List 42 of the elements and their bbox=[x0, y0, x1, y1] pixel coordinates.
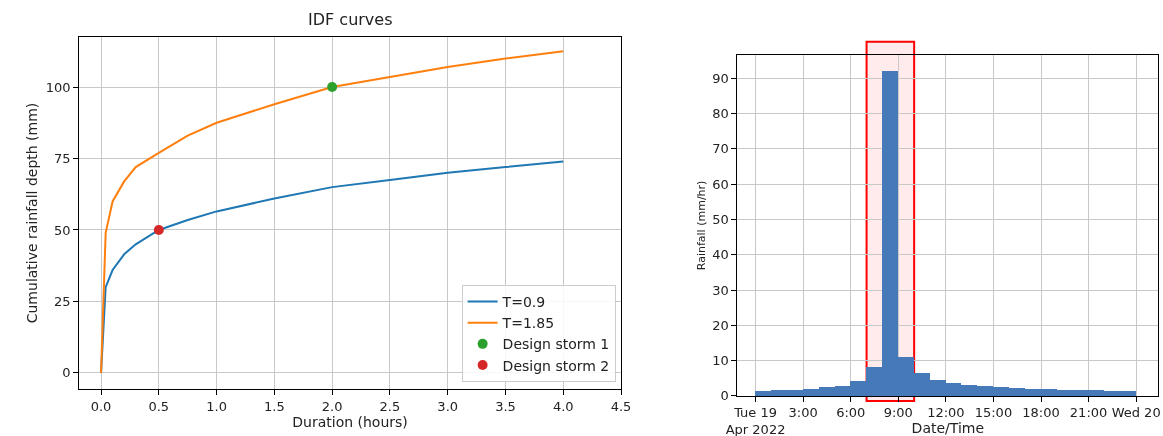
y-tick-label: 50 bbox=[712, 211, 729, 227]
y-tick-label: 40 bbox=[712, 247, 729, 263]
x-tick-label: 21:00 bbox=[1069, 405, 1108, 421]
x-tick-label: 1.5 bbox=[264, 398, 285, 414]
y-tick-label: 100 bbox=[45, 79, 71, 95]
x-tick-label: 12:00 bbox=[927, 405, 965, 421]
x-tick-label: 3:00 bbox=[788, 405, 818, 421]
x-tick-label: 4.0 bbox=[552, 398, 574, 414]
x-axis-title: Date/Time bbox=[911, 420, 985, 436]
legend-label: T=1.85 bbox=[501, 315, 555, 332]
x-tick-label: 15:00 bbox=[974, 405, 1013, 421]
x-tick-label: 3.5 bbox=[495, 398, 516, 414]
chart-title: IDF curves bbox=[308, 10, 393, 29]
x-tick-label: 9:00 bbox=[883, 405, 913, 421]
x-tick-label: 2.5 bbox=[379, 398, 401, 414]
y-tick-label: 90 bbox=[712, 70, 729, 86]
y-axis-title: Cumulative rainfall depth (mm) bbox=[24, 102, 41, 324]
y-tick-label: 80 bbox=[712, 106, 729, 122]
y-tick-label: 70 bbox=[712, 141, 729, 157]
y-tick-label: 20 bbox=[712, 317, 729, 333]
y-tick-label: 0 bbox=[62, 365, 71, 381]
y-tick-label: 25 bbox=[53, 294, 71, 309]
x-tick-label: 0.5 bbox=[148, 398, 170, 414]
y-tick-label: 50 bbox=[53, 222, 71, 238]
x-tick-label: 0.0 bbox=[90, 398, 112, 414]
x-tick-label: 6:00 bbox=[836, 405, 866, 421]
y-tick-label: 0 bbox=[720, 388, 729, 404]
x-tick-label: 3.0 bbox=[437, 398, 459, 414]
x-tick-label: 2.0 bbox=[321, 398, 343, 414]
x-axis-title: Duration (hours) bbox=[292, 413, 408, 430]
y-tick-label: 75 bbox=[53, 151, 71, 167]
legend-label: Design storm 1 bbox=[502, 336, 610, 353]
y-tick-label: 60 bbox=[712, 176, 729, 192]
y-tick-label: 30 bbox=[712, 282, 729, 298]
legend-label: T=0.9 bbox=[501, 293, 546, 310]
x-tick-label: Wed 20 bbox=[1111, 405, 1161, 421]
y-tick-label: 10 bbox=[712, 353, 729, 369]
y-axis-title: Rainfall (mm/hr) bbox=[694, 180, 708, 271]
x-tick-label: 18:00 bbox=[1022, 405, 1060, 421]
legend-label: Design storm 2 bbox=[502, 357, 610, 374]
x-tick-label: 1.0 bbox=[206, 398, 227, 414]
x-tick-label: 4.5 bbox=[610, 398, 632, 414]
